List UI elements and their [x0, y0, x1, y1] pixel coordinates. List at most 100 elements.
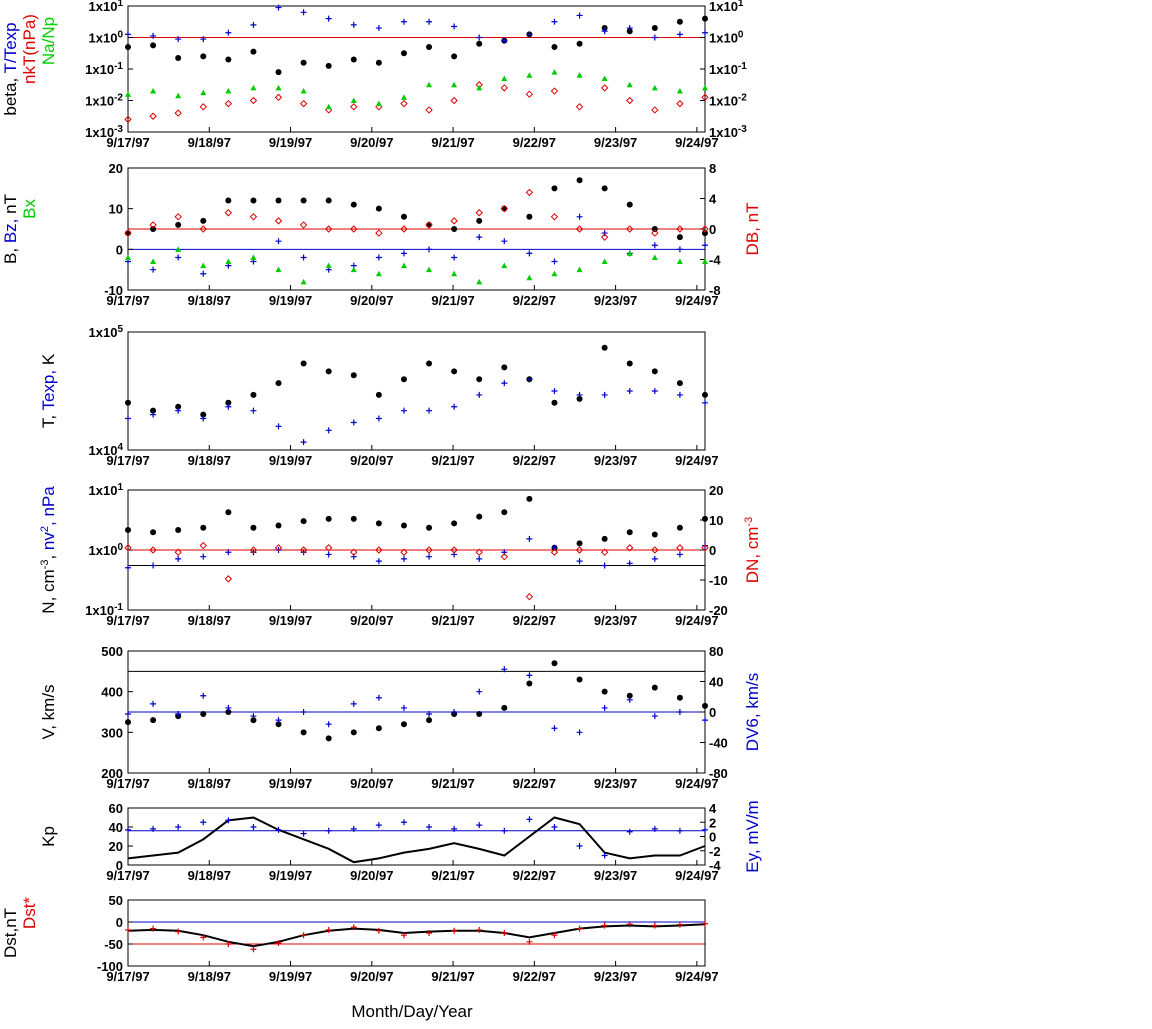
series-2-point	[200, 553, 207, 560]
series-2-point	[250, 21, 257, 28]
y-tick-label: 200	[101, 766, 123, 781]
x-tick-label: 9/19/97	[269, 613, 312, 628]
x-tick-label: 9/23/97	[594, 293, 637, 308]
series-1-point	[451, 226, 458, 232]
y-tick-label: 500	[101, 644, 123, 659]
series-2-point	[551, 824, 558, 830]
x-tick-label: 9/22/97	[513, 613, 556, 628]
x-tick-label: 9/18/97	[188, 293, 231, 308]
series-3-point	[274, 93, 283, 102]
series-1-point	[426, 221, 433, 228]
series-2-point	[651, 825, 658, 832]
y-tick-label: 1x101	[89, 0, 124, 14]
series-1-point	[626, 692, 633, 699]
series-4-point	[200, 89, 207, 96]
y-right-tick-label: 2	[709, 815, 716, 830]
series-1-point	[125, 527, 131, 533]
series-2-point	[400, 819, 407, 826]
series-4-point	[375, 270, 382, 277]
y-axis-label-2: Bx	[20, 199, 39, 219]
y-tick-label: -50	[104, 937, 123, 952]
series-3-point	[575, 103, 584, 111]
series-4-point	[702, 258, 708, 265]
y-tick-label: 1x101	[89, 482, 124, 499]
y-tick-label: 400	[101, 685, 123, 700]
series-4-point	[325, 262, 332, 269]
series-2-point	[300, 439, 307, 446]
series-2-point	[150, 700, 157, 707]
y-right-tick-label: 1x10-3	[709, 124, 747, 141]
series-3-point	[199, 103, 207, 111]
y-right-tick-label: 10	[709, 513, 723, 528]
y-tick-label: 0	[116, 915, 123, 930]
x-tick-label: 9/21/97	[431, 868, 474, 883]
series-2-point	[150, 925, 157, 932]
series-1-point	[125, 230, 131, 237]
y-axis-label: N, cm-3, nv2, nPa	[39, 486, 58, 614]
series-2-point	[200, 819, 207, 826]
series-4-point	[400, 262, 407, 269]
series-1-point	[125, 43, 131, 50]
series-1-point	[275, 380, 282, 387]
series-3-point	[676, 544, 684, 552]
series-4-point	[125, 254, 131, 260]
series-1-point	[676, 18, 683, 25]
series-2-point	[325, 551, 332, 558]
series-3-point	[500, 84, 509, 92]
series-3-point	[149, 112, 157, 120]
series-3-point	[199, 225, 207, 233]
series-3-point	[350, 103, 358, 111]
y-tick-label: 1x10-1	[85, 602, 123, 619]
series-2-point	[676, 551, 683, 558]
series-4-point	[576, 72, 583, 78]
series-1-point	[626, 201, 633, 208]
series-3-point	[475, 548, 483, 556]
panel-7: -100 -50 0 50 9/17/97 9/18/97 9/19/97 9/20/97 9/…	[1, 893, 719, 984]
series-2-point	[676, 391, 683, 398]
y-right-tick-label: -10	[709, 573, 728, 588]
series-1-line	[127, 923, 706, 948]
x-tick-label: 9/24/97	[675, 776, 718, 791]
series-4-point	[275, 84, 282, 91]
series-2-point	[676, 709, 683, 715]
series-2-point	[626, 828, 633, 835]
series-1-point	[225, 399, 232, 406]
series-3-point	[149, 546, 157, 554]
series-1-point	[350, 515, 357, 522]
y-axis-label-right: DN, cm-3	[743, 517, 762, 583]
series-2-point	[702, 717, 708, 724]
series-3-point	[575, 546, 584, 554]
x-tick-label: 9/19/97	[269, 453, 312, 468]
series-1-point	[426, 524, 433, 531]
series-1-point	[601, 688, 608, 695]
y-right-tick-label: -4	[709, 858, 721, 873]
series-2-point	[225, 941, 232, 947]
series-1-point	[576, 395, 583, 402]
series-4-point	[250, 84, 257, 91]
series-2-point	[125, 711, 131, 718]
series-4-point	[476, 278, 483, 285]
series-2-point	[526, 672, 533, 679]
series-3-point	[651, 546, 659, 554]
y-right-tick-label: -80	[709, 766, 728, 781]
series-4-point	[150, 258, 157, 265]
series-2-point	[375, 25, 382, 32]
panel-1: 1x10-3 1x10-2 1x10-1 1x100 1x101 1x10-3 1x10-2…	[1, 0, 747, 150]
series-1-point	[250, 717, 257, 724]
series-2-point	[426, 930, 433, 936]
series-3-point	[425, 546, 433, 554]
series-2-point	[275, 826, 282, 833]
y-right-tick-label: -20	[709, 603, 728, 618]
y-tick-label: 0	[116, 242, 123, 257]
series-1-point	[526, 680, 533, 687]
series-2-point	[400, 555, 407, 562]
x-tick-label: 9/21/97	[431, 613, 474, 628]
y-axis-label: Dst,nT	[1, 908, 20, 958]
series-1-point	[426, 717, 433, 724]
x-tick-label: 9/24/97	[675, 613, 718, 628]
y-tick-label: 300	[101, 725, 123, 740]
series-3-point	[600, 233, 609, 241]
series-1-point	[300, 360, 307, 367]
series-4-point	[451, 81, 458, 88]
series-1-point	[576, 40, 583, 47]
